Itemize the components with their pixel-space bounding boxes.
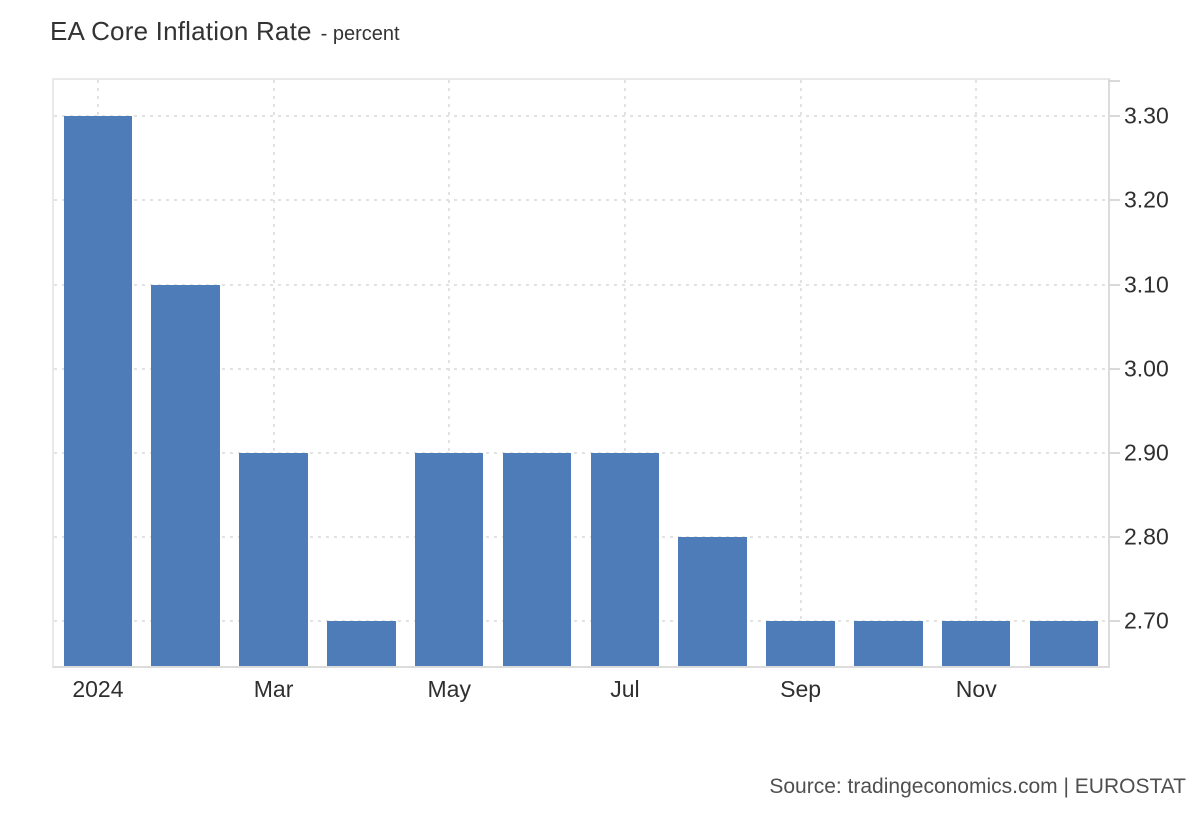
y-axis-tick <box>1108 536 1120 539</box>
y-axis-label: 3.00 <box>1124 355 1169 382</box>
y-axis-label: 3.20 <box>1124 186 1169 213</box>
y-axis-label: 2.90 <box>1124 439 1169 466</box>
plot-area: 3.30 3.20 3.10 3.00 2.90 2.80 2.70 2024 Mar May Ju… <box>52 78 1169 702</box>
y-axis-tick <box>1108 451 1120 454</box>
horizontal-gridline <box>54 115 1108 118</box>
bar-jun-2024[interactable] <box>502 453 572 666</box>
x-axis-label: May <box>427 676 471 702</box>
y-axis-tick <box>1108 620 1120 623</box>
y-axis-tick <box>1108 199 1120 202</box>
y-axis-top-tick <box>1108 80 1120 82</box>
chart-title: EA Core Inflation Rate - percent <box>50 16 400 47</box>
chart-subtitle-text: - percent <box>320 23 400 45</box>
bar-oct-2024[interactable] <box>854 621 923 666</box>
bar-jul-2024[interactable] <box>590 453 660 666</box>
y-axis-label: 3.10 <box>1124 271 1169 298</box>
y-axis-label: 3.30 <box>1124 102 1169 129</box>
x-axis-label: Nov <box>955 676 997 702</box>
x-axis-label: Sep <box>780 676 822 702</box>
y-axis-tick <box>1108 115 1120 118</box>
y-axis-label: 2.70 <box>1124 607 1169 634</box>
bar-feb-2024[interactable] <box>151 284 220 666</box>
plot-canvas: 3.30 3.20 3.10 3.00 2.90 2.80 2.70 2024 Mar May Ju… <box>54 80 1169 702</box>
vertical-gridline <box>799 80 802 666</box>
bar-aug-2024[interactable] <box>678 537 747 666</box>
horizontal-gridline <box>54 199 1108 202</box>
source-attribution: Source: tradingeconomics.com | EUROSTAT <box>769 775 1186 798</box>
x-axis-label: 2024 <box>72 676 124 702</box>
x-axis-label: Jul <box>610 676 640 702</box>
vertical-gridline <box>975 80 978 666</box>
bar-mar-2024[interactable] <box>239 453 308 666</box>
y-axis-tick <box>1108 367 1120 370</box>
y-axis-label: 2.80 <box>1124 523 1169 550</box>
bar-apr-2024[interactable] <box>327 621 396 666</box>
chart-title-text: EA Core Inflation Rate <box>50 16 312 46</box>
bar-sep-2024[interactable] <box>766 621 835 666</box>
x-axis-label: Mar <box>253 676 294 702</box>
bar-dec-2024[interactable] <box>1029 621 1099 666</box>
y-axis-tick <box>1108 283 1120 286</box>
bar-jan-2024[interactable] <box>63 116 133 666</box>
bar-may-2024[interactable] <box>414 453 484 666</box>
bar-nov-2024[interactable] <box>941 621 1011 666</box>
